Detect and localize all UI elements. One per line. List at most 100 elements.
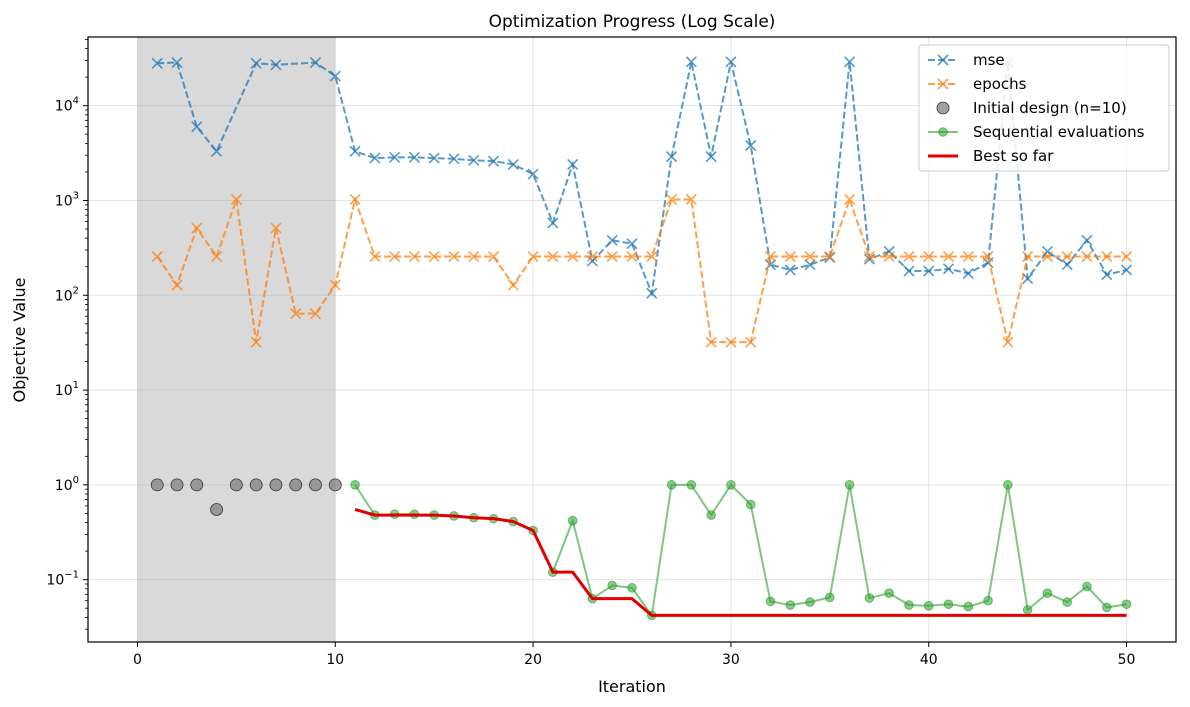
data-point-epochs [844,193,856,206]
data-point-epochs [863,250,875,263]
data-point-epochs [962,250,974,263]
data-point-epochs [626,250,638,263]
data-point-epochs [1120,250,1133,263]
x-tick-label: 30 [722,652,740,668]
legend-item-mse: mse [928,51,1005,69]
legend-swatch-marker [938,127,948,137]
data-point-epochs [270,222,282,234]
data-point-mse [428,152,440,164]
series-initial-design-n-10 [150,478,342,516]
data-point-mse [171,56,183,69]
data-point-epochs [586,250,599,263]
data-point-epochs [507,279,519,291]
data-point-sequential-evaluations [963,601,974,612]
series-line-best-so-far [354,508,1127,617]
data-point-epochs [408,250,420,263]
y-tick-label: 102 [55,285,79,304]
data-point-mse [270,59,282,71]
data-point-epochs [468,250,480,263]
data-point-mse [309,56,322,69]
initial-design-region [137,37,336,642]
data-point-epochs [883,250,895,263]
data-point-mse [1081,234,1093,246]
legend-label: Best so far [973,147,1054,165]
data-point-epochs [1081,250,1093,263]
data-point-mse [1120,264,1133,276]
data-point-sequential-evaluations [884,588,894,598]
data-point-mse [883,245,895,257]
data-point-mse [329,70,341,82]
initial-region-shade [137,37,336,642]
data-point-epochs [685,193,697,206]
data-point-mse [1041,245,1053,257]
data-point-epochs [290,308,302,320]
data-point-epochs [389,250,401,263]
data-point-sequential-evaluations [706,510,716,520]
data-point-epochs [804,250,816,263]
data-point-mse [1101,269,1113,281]
data-point-mse [725,56,737,68]
data-point-epochs [764,250,777,263]
data-point-sequential-evaluations [923,601,934,611]
y-tick-label: 103 [55,190,79,209]
x-axis-label: Iteration [598,677,666,696]
data-point-sequential-evaluations [1121,599,1132,610]
data-point-epochs [191,222,203,234]
data-point-sequential-evaluations [745,499,756,510]
x-tick-label: 0 [133,652,142,668]
data-point-sequential-evaluations [825,592,835,603]
series-line-mse [157,61,1127,298]
data-point-mse [468,154,480,166]
data-point-mse [705,151,717,163]
series-mse [151,56,1133,299]
legend-label: epochs [973,75,1027,93]
data-point-initial-design [289,478,303,492]
series-best-so-far [354,508,1127,617]
data-point-mse [567,158,579,170]
data-point-epochs [665,193,678,206]
data-point-epochs [547,250,559,263]
data-point-sequential-evaluations [805,597,815,607]
data-point-sequential-evaluations [785,600,796,610]
data-point-sequential-evaluations [607,580,618,591]
data-point-mse [923,265,935,277]
chart-title: Optimization Progress (Log Scale) [489,12,776,32]
legend-box [918,44,1170,172]
data-point-initial-design [229,478,243,492]
y-tick-label: 100 [55,475,79,494]
data-point-epochs [250,336,262,348]
data-point-mse [448,153,460,165]
series-layer [150,56,1133,621]
data-point-sequential-evaluations [943,599,954,610]
data-point-mse [408,151,420,163]
data-point-epochs [903,250,915,263]
data-point-epochs [646,250,658,263]
grid [88,37,1176,642]
data-point-sequential-evaluations [350,480,360,490]
data-point-epochs [487,250,500,263]
data-point-epochs [448,250,460,263]
data-point-epochs [1002,336,1014,348]
data-point-mse [151,57,163,69]
data-point-epochs [784,250,796,263]
data-point-epochs [171,279,183,291]
data-point-epochs [151,250,163,263]
data-point-epochs [527,250,539,263]
data-point-epochs [211,250,223,263]
data-point-epochs [567,250,579,263]
legend-swatch-marker [936,101,950,115]
data-point-epochs [1061,250,1073,263]
data-point-initial-design [309,478,322,492]
data-point-mse [745,139,757,152]
data-point-epochs [725,336,737,348]
data-point-mse [349,145,361,157]
data-point-mse [547,217,559,229]
data-point-initial-design [328,478,342,492]
series-line-epochs [156,195,1127,344]
y-axis: 10−1 100 101 102 103 104 [46,38,88,630]
legend-item-epochs: epochs [928,75,1027,93]
x-tick-label: 20 [524,652,542,668]
legend-item-initial-design-n-10: Initial design (n=10) [936,99,1127,117]
